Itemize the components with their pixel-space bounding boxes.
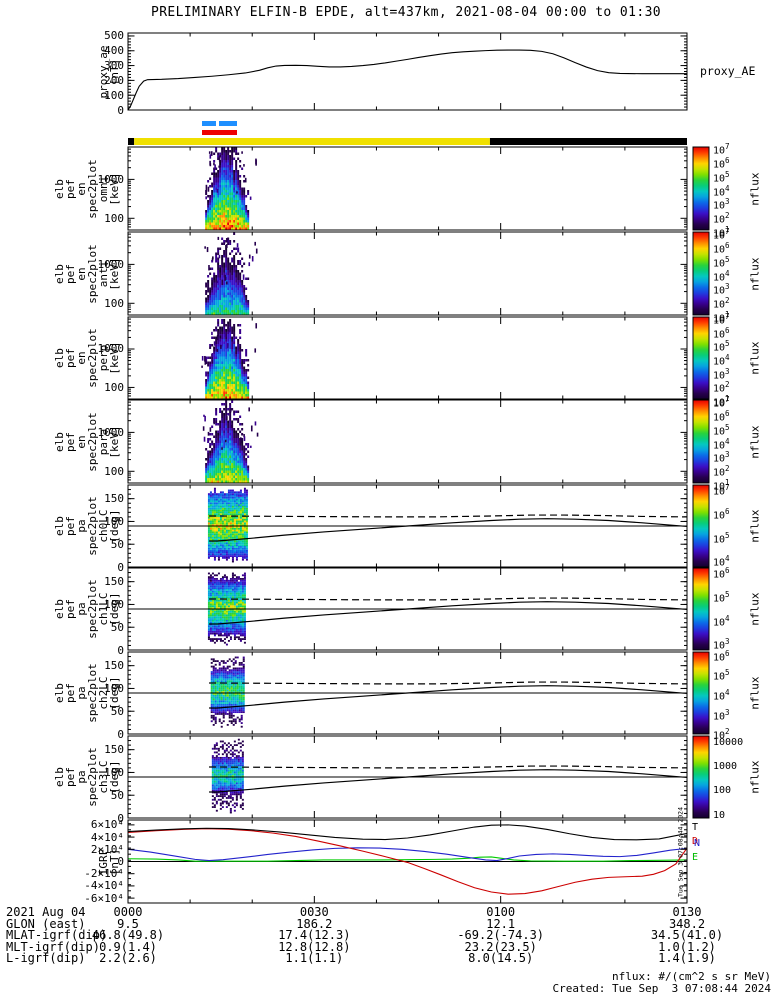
colorbar-elb_pef_en_spec2plot_para: [692, 399, 710, 484]
panel-elb_pef_pa_spec2plot_ch0LC: [127, 484, 688, 568]
panel-elb_pef_pa_spec2plot_ch3LC: [127, 735, 688, 819]
panel-igrf: [127, 819, 688, 904]
colorbar-elb_pef_pa_spec2plot_ch3LC: [692, 735, 710, 819]
colorbar-elb_pef_en_spec2plot_anti: [692, 231, 710, 316]
panel-elb_pef_en_spec2plot_omni: [127, 146, 688, 231]
colorbar-elb_pef_en_spec2plot_perp: [692, 316, 710, 400]
status-bars: [128, 121, 687, 145]
colorbar-elb_pef_pa_spec2plot_ch0LC: [692, 484, 710, 568]
colorbar-elb_pef_pa_spec2plot_ch1LC: [692, 567, 710, 651]
colorbar-elb_pef_pa_spec2plot_ch2LC: [692, 651, 710, 735]
panel-elb_pef_pa_spec2plot_ch2LC: [127, 651, 688, 735]
panel-elb_pef_en_spec2plot_para: [127, 399, 688, 484]
colorbar-elb_pef_en_spec2plot_omni: [692, 146, 710, 231]
panel-elb_pef_en_spec2plot_perp: [127, 316, 688, 400]
panel-elb_pef_pa_spec2plot_ch1LC: [127, 567, 688, 651]
panel-proxy_ae: [127, 32, 688, 111]
panel-elb_pef_en_spec2plot_anti: [127, 231, 688, 316]
